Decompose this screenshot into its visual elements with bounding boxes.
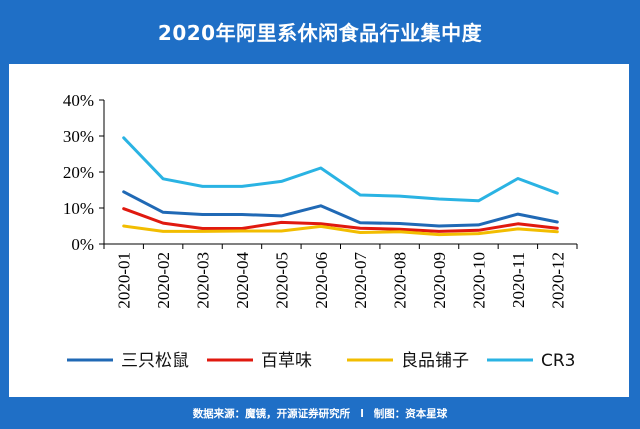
x-tick-label: 2020-10 [469, 252, 488, 309]
x-tick-label: 2020-12 [548, 252, 567, 309]
x-tick-label: 2020-05 [272, 252, 291, 309]
legend-label: 百草味 [261, 351, 312, 371]
series-line [122, 207, 559, 233]
credit-note: 制图：资本星球 [373, 408, 448, 420]
y-tick-label: 10% [63, 199, 94, 218]
line-chart: 0% 10% 20% 30% 40% 2020-01 2020-02 2020-03 2020-… [63, 91, 578, 371]
x-tick-label: 2020-08 [391, 252, 410, 309]
axes: 0% 10% 20% 30% 40% 2020-01 2020-02 2020-03 2020-… [63, 91, 578, 309]
chart-title-bar: 2020年阿里系休闲食品行业集中度 [0, 0, 640, 62]
chart-title: 2020年阿里系休闲食品行业集中度 [157, 20, 483, 45]
series-line [122, 136, 559, 203]
y-tick-label: 20% [63, 163, 94, 182]
legend-label: 三只松鼠 [121, 351, 189, 371]
series-line [122, 190, 559, 228]
x-tick-label: 2020-04 [233, 252, 252, 309]
series-lines [122, 136, 559, 237]
x-tick-label: 2020-06 [312, 252, 331, 309]
x-tick-label: 2020-03 [194, 252, 213, 309]
source-note: 数据来源：魔镜，开源证券研究所 [192, 408, 351, 420]
x-tick-label: 2020-07 [351, 252, 370, 309]
legend: 三只松鼠 百草味 良品铺子 CR3 [67, 351, 576, 371]
x-tick-label: 2020-11 [509, 252, 528, 308]
chart-panel: 0% 10% 20% 30% 40% 2020-01 2020-02 2020-03 2020-… [9, 64, 629, 397]
x-tick-label: 2020-09 [430, 252, 449, 309]
x-tick-label: 2020-02 [154, 252, 173, 309]
footer-separator: l [360, 407, 364, 420]
y-tick-label: 0% [71, 235, 94, 254]
legend-label: 良品铺子 [401, 351, 469, 371]
footer: 数据来源：魔镜，开源证券研究所 l 制图：资本星球 [0, 398, 640, 429]
legend-label: CR3 [541, 351, 576, 371]
x-tick-label: 2020-01 [115, 252, 134, 309]
y-tick-label: 30% [63, 127, 94, 146]
y-tick-label: 40% [63, 91, 94, 110]
series-line [122, 224, 559, 237]
